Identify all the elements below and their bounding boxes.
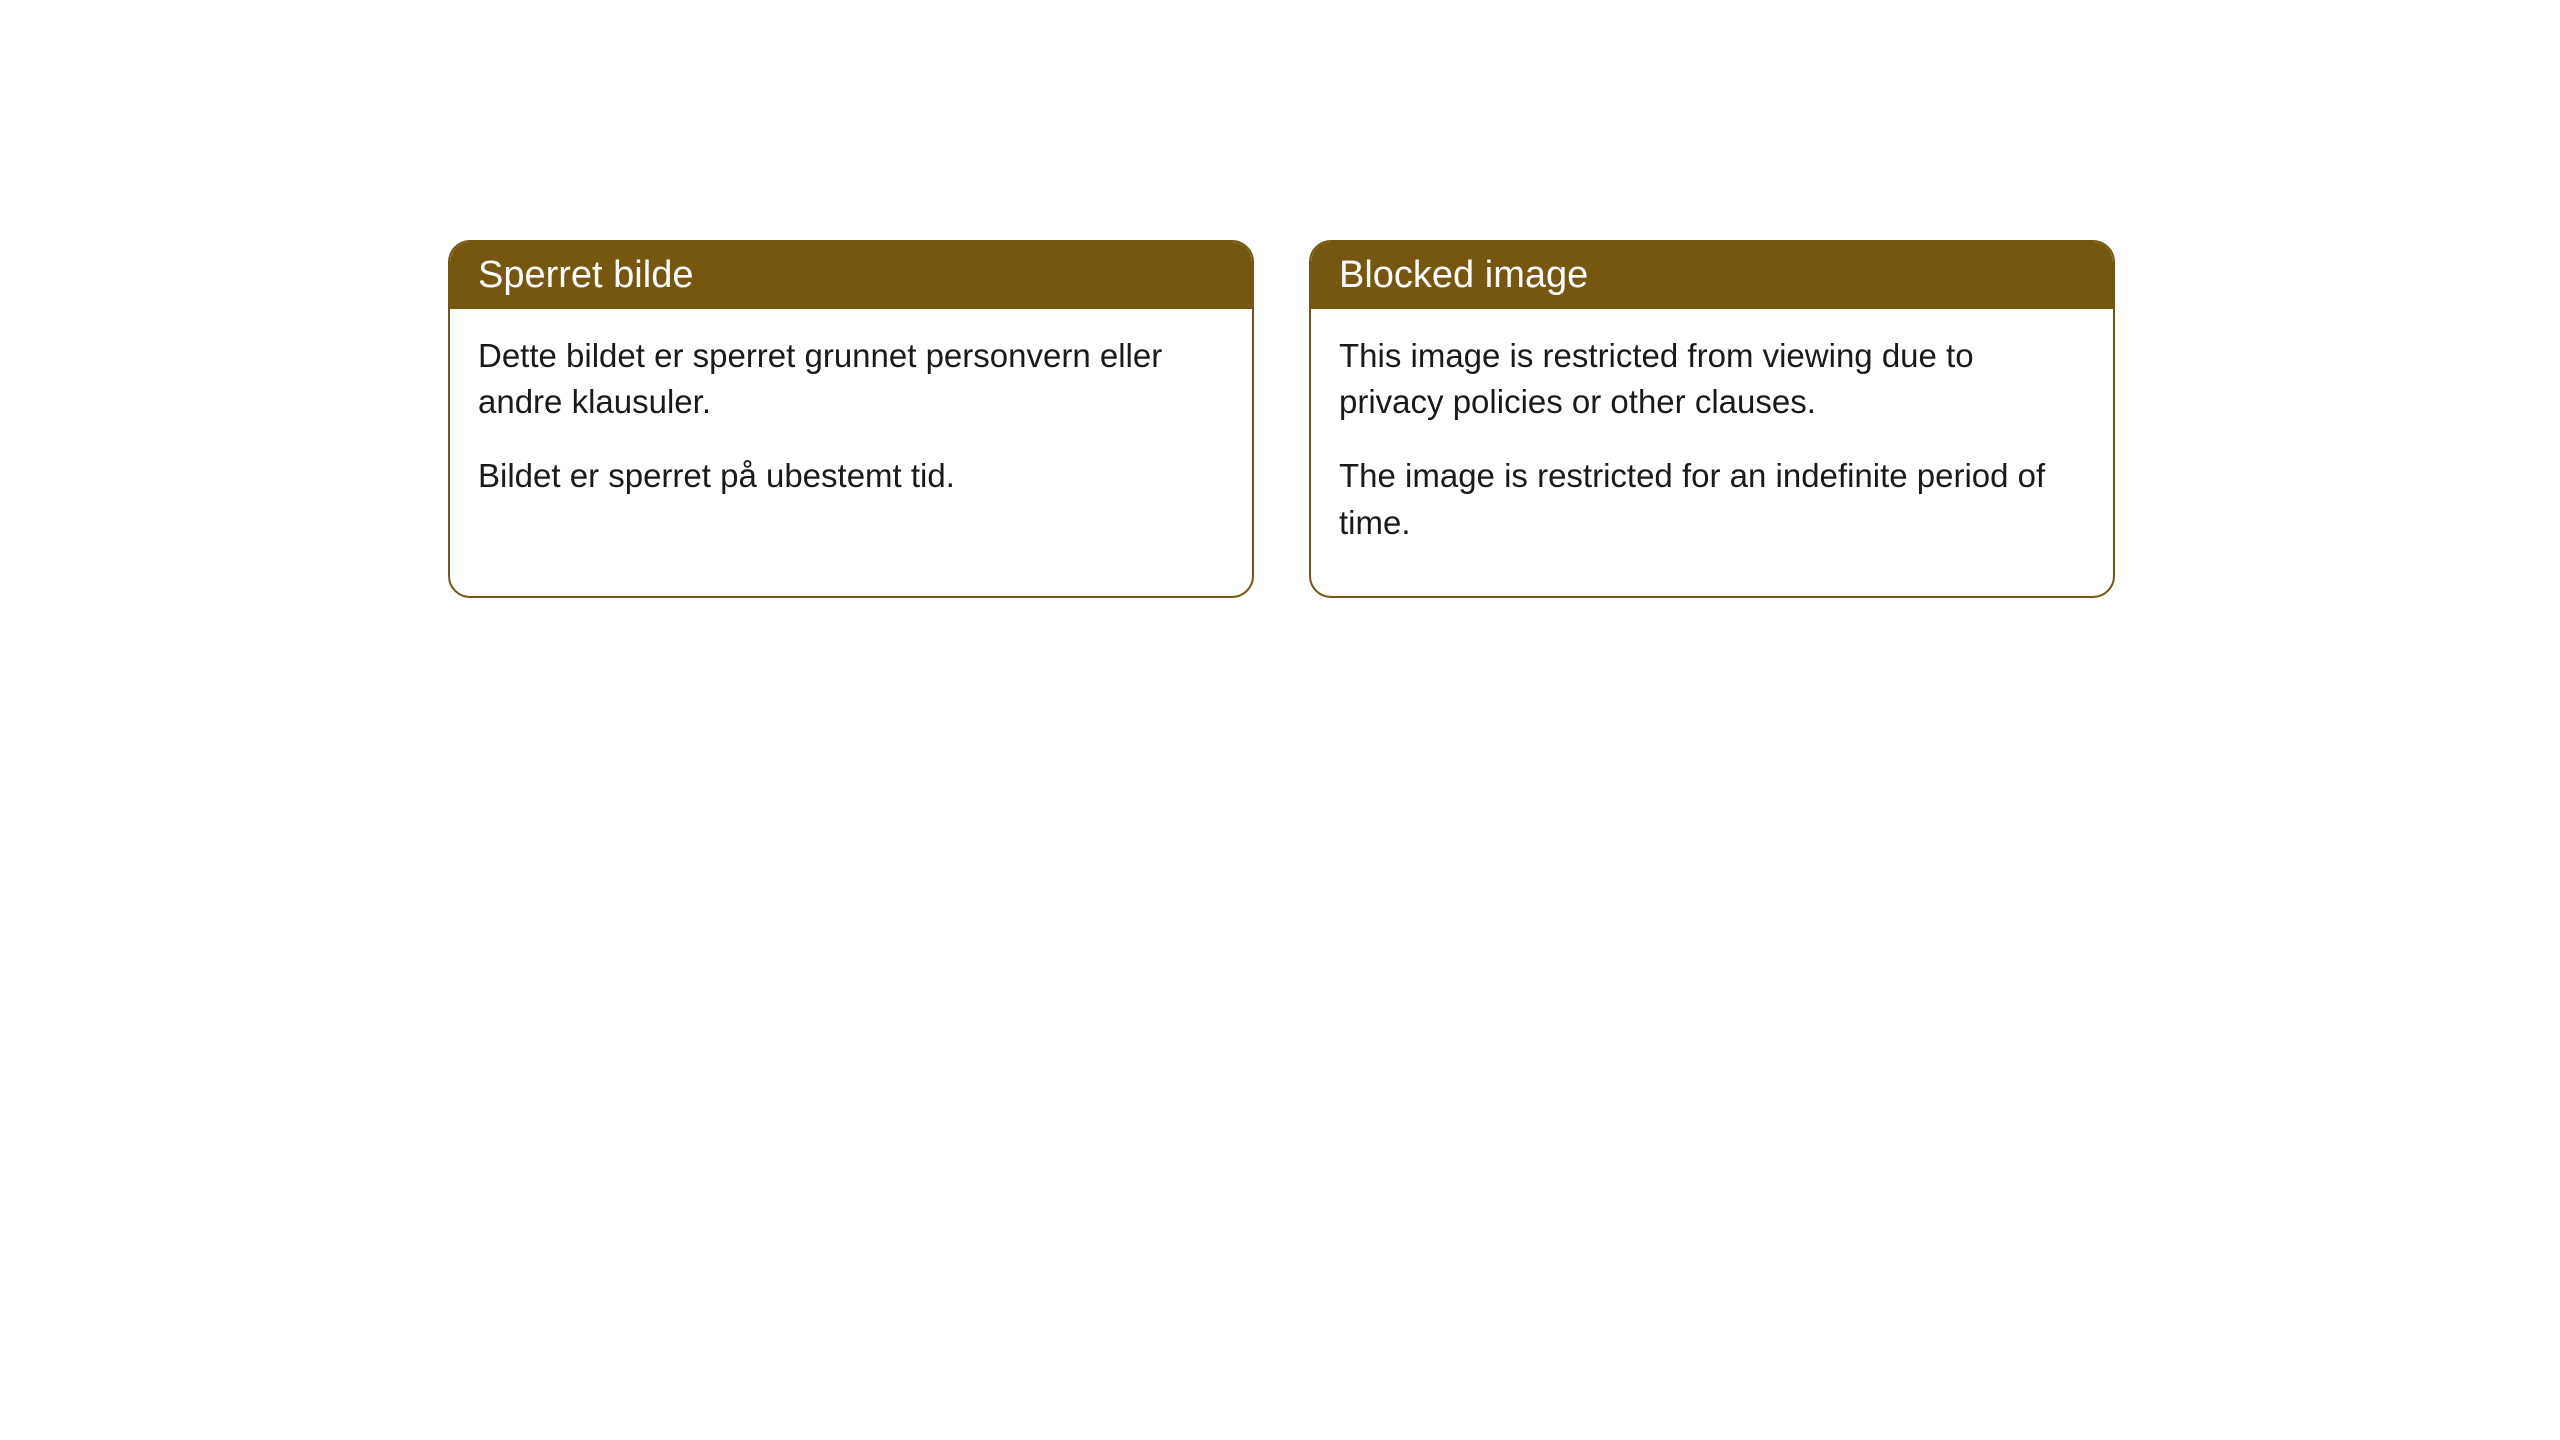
card-paragraph: The image is restricted for an indefinit… [1339,453,2085,545]
card-paragraph: Dette bildet er sperret grunnet personve… [478,333,1224,425]
card-title: Sperret bilde [478,254,693,296]
card-body: Dette bildet er sperret grunnet personve… [450,309,1252,550]
notice-container: Sperret bilde Dette bildet er sperret gr… [0,0,2560,598]
card-title: Blocked image [1339,254,1588,296]
card-header: Sperret bilde [450,242,1252,309]
card-paragraph: Bildet er sperret på ubestemt tid. [478,453,1224,499]
notice-card-norwegian: Sperret bilde Dette bildet er sperret gr… [448,240,1254,598]
card-body: This image is restricted from viewing du… [1311,309,2113,596]
notice-card-english: Blocked image This image is restricted f… [1309,240,2115,598]
card-header: Blocked image [1311,242,2113,309]
card-paragraph: This image is restricted from viewing du… [1339,333,2085,425]
